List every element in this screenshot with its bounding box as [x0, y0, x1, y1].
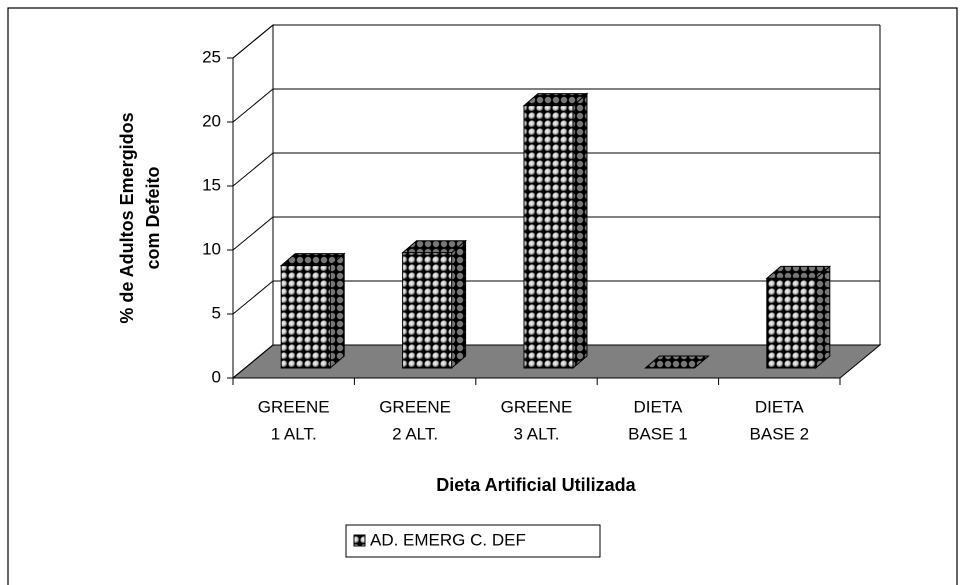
y-axis-label-line: com Defeito: [143, 166, 163, 269]
y-tick-label: 15: [202, 175, 221, 194]
bar: [279, 252, 346, 370]
x-tick-label: 2 ALT.: [392, 424, 438, 443]
grid-line: [232, 280, 274, 315]
y-axis-label-line: % de Adultos Emergidos: [117, 112, 137, 323]
bar: [765, 265, 832, 370]
bar: [401, 239, 467, 370]
x-tick-label: 3 ALT.: [514, 424, 560, 443]
bar: [644, 355, 710, 369]
x-tick-label: DIETA: [755, 397, 804, 416]
y-axis-label: % de Adultos Emergidos com Defeito: [117, 112, 163, 323]
grid-line: [232, 152, 274, 187]
bar-front: [280, 265, 331, 369]
grid-line: [232, 216, 274, 251]
y-tick-label: 10: [202, 239, 221, 258]
legend-label: AD. EMERG C. DEF: [370, 530, 526, 549]
side-wall: [232, 23, 274, 380]
x-tick-label: BASE 1: [628, 424, 688, 443]
x-tick-label: DIETA: [633, 397, 682, 416]
x-tick-label: GREENE: [258, 397, 330, 416]
x-axis-label: Dieta Artificial Utilizada: [436, 475, 636, 495]
x-tick-label: GREENE: [501, 397, 573, 416]
grid-line: [232, 344, 274, 379]
y-tick-label: 20: [202, 111, 221, 130]
bar-front: [766, 277, 817, 369]
bar-side: [451, 239, 467, 370]
x-tick-label: 1 ALT.: [271, 424, 317, 443]
grid-line: [232, 24, 274, 59]
legend-box: [345, 524, 601, 558]
bar: [522, 92, 589, 370]
x-tick-label: GREENE: [379, 397, 451, 416]
bar-side: [329, 252, 345, 370]
x-tick-label: BASE 2: [750, 424, 810, 443]
bar-front: [402, 252, 453, 369]
bar-side: [572, 92, 588, 370]
bar-side: [815, 265, 831, 370]
y-tick-label: 25: [202, 47, 221, 66]
y-tick-label: 0: [212, 367, 221, 386]
bar-front: [523, 105, 574, 369]
grid-line: [232, 88, 274, 123]
y-tick-label: 5: [212, 303, 221, 322]
legend-swatch: [353, 534, 366, 547]
